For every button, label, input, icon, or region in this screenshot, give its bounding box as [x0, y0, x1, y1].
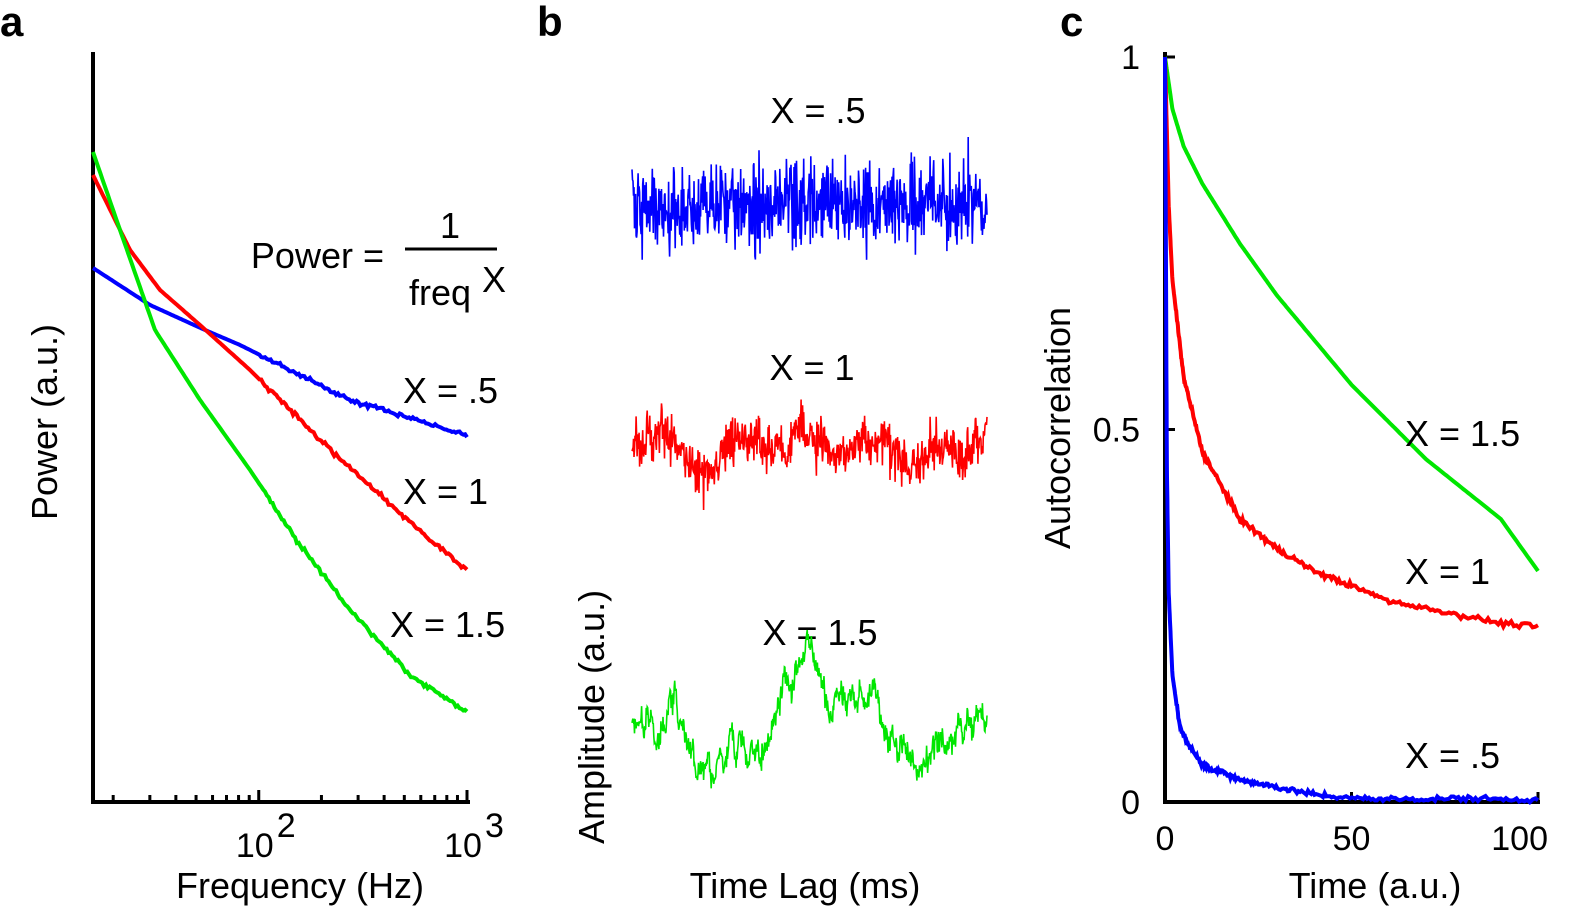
- panel-c-y-tick-label-1: 0.5: [1093, 412, 1140, 450]
- panel-c-x-tick-label-1: 50: [1333, 820, 1371, 858]
- panel-a-x-tick-exponent-0: 2: [277, 807, 296, 845]
- panel-b-series-line-0: [631, 136, 988, 260]
- panel-b-series-line-1: [631, 399, 988, 511]
- panel-b-label-x-1: X = 1: [769, 347, 854, 388]
- panel-a-series: [91, 151, 469, 713]
- formula-numerator: 1: [440, 205, 460, 246]
- panel-b-x-axis-label: Time Lag (ms): [690, 865, 921, 906]
- panel-c-ticks: 0 50 100 0 0.5 1: [1093, 39, 1548, 858]
- panel-a-letter: a: [0, 0, 24, 45]
- panel-c-y-tick-label-0: 0: [1121, 784, 1140, 822]
- panel-b-letter: b: [537, 0, 563, 45]
- panel-c-label-x-1-5: X = 1.5: [1405, 413, 1520, 454]
- panel-c-label-x-1: X = 1: [1405, 551, 1490, 592]
- panel-c: c 0 50 100 0 0.5 1 Time (a.u.) Autocorrelatio…: [1037, 0, 1548, 906]
- formula: Power = 1 freq X: [251, 205, 506, 313]
- panel-a-x-axis-label: Frequency (Hz): [176, 865, 424, 906]
- panel-a-label-x-0-5: X = .5: [403, 370, 498, 411]
- panel-b-label-x-1-5: X = 1.5: [762, 612, 877, 653]
- formula-lhs: Power =: [251, 235, 384, 276]
- panel-c-x-tick-label-2: 100: [1491, 820, 1548, 858]
- panel-b-label-x-0-5: X = .5: [770, 90, 865, 131]
- panel-a-x-tick-label-1: 10: [444, 827, 482, 865]
- panel-a-series-line-0: [91, 266, 469, 439]
- panel-c-series-line-1: [1163, 57, 1539, 632]
- panel-c-label-x-0-5: X = .5: [1405, 735, 1500, 776]
- panel-a-series-line-1: [91, 174, 469, 572]
- panel-a-y-axis-label: Power (a.u.): [24, 324, 65, 520]
- panel-c-y-tick-label-2: 1: [1121, 39, 1140, 77]
- panel-c-series-line-0: [1163, 56, 1540, 573]
- panel-a-x-tick-exponent-1: 3: [485, 807, 504, 845]
- panel-a-series-line-2: [91, 151, 469, 713]
- panel-a-label-x-1: X = 1: [403, 471, 488, 512]
- panel-a-label-x-1-5: X = 1.5: [390, 604, 505, 645]
- formula-exponent: X: [482, 259, 506, 300]
- panel-c-series: [1163, 56, 1540, 806]
- panel-a-minor-ticks: [111, 790, 469, 802]
- panel-b-series-line-2: [631, 629, 988, 789]
- panel-b-series: [631, 136, 988, 789]
- panel-b-y-axis-label: Amplitude (a.u.): [571, 590, 612, 844]
- panel-a-x-tick-label-0: 10: [236, 827, 274, 865]
- panel-c-x-axis-label: Time (a.u.): [1289, 865, 1462, 906]
- panel-b: b X = .5 X = 1 X = 1.5 Amplitude (a.u.) …: [537, 0, 988, 906]
- panel-c-x-tick-label-0: 0: [1156, 820, 1175, 858]
- panel-c-letter: c: [1060, 0, 1083, 45]
- panel-c-series-line-2: [1163, 57, 1540, 806]
- formula-denominator: freq: [409, 272, 471, 313]
- panel-c-y-axis-label: Autocorrelation: [1037, 307, 1078, 549]
